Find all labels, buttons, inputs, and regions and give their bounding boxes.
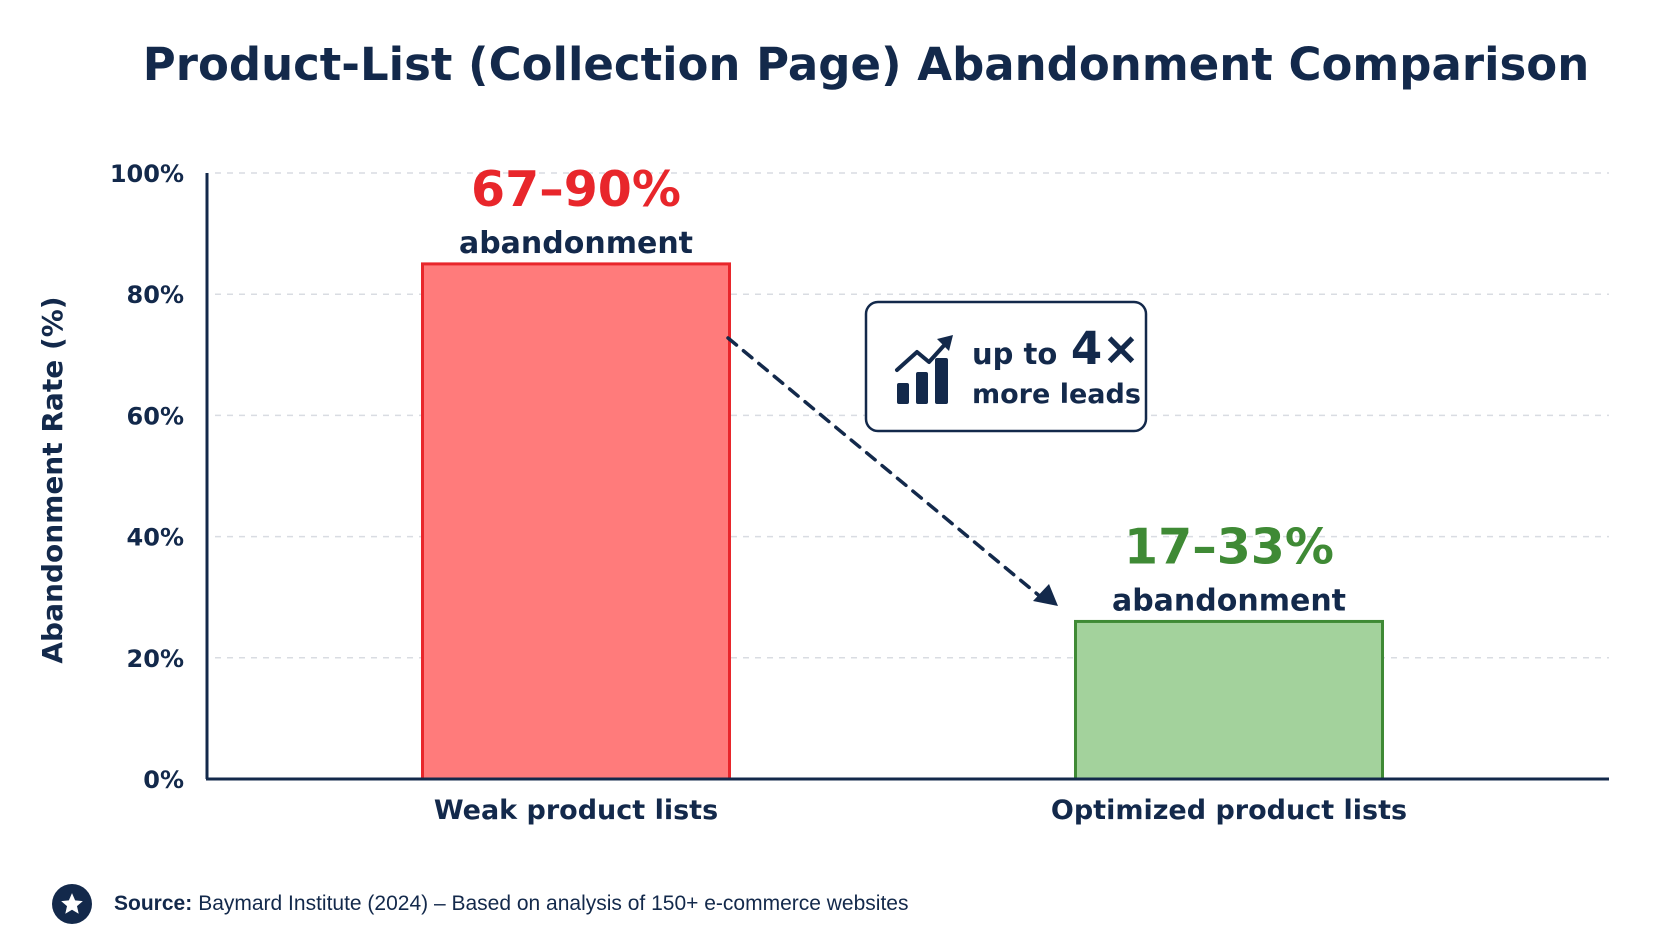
y-tick-label: 20% [127, 645, 184, 673]
y-tick-label: 40% [127, 524, 184, 552]
y-tick-label: 60% [127, 402, 184, 430]
bar-optimized-product-lists [1074, 619, 1384, 781]
trend-arrow [726, 336, 1058, 606]
x-tick-label-weak: Weak product lists [434, 795, 718, 826]
data-label-value-weak: 67–90% [471, 161, 681, 218]
star-icon [52, 884, 92, 924]
y-tick-label: 0% [143, 766, 184, 794]
chart-title: Product-List (Collection Page) Abandonme… [143, 38, 1589, 91]
bar-chart-trend-up-icon [895, 335, 953, 404]
y-axis-label: Abandonment Rate (%) [36, 296, 69, 663]
annotation-emphasis: 4× [1071, 322, 1140, 375]
annotation-prefix: up to [972, 337, 1057, 371]
data-label-value-optimized: 17–33% [1124, 518, 1334, 575]
source-label: Source: [114, 892, 193, 915]
annotation-line2: more leads [972, 379, 1141, 410]
source-note: Source: Baymard Institute (2024) – Based… [52, 884, 908, 924]
y-tick-label: 100% [110, 160, 184, 188]
arrow-head-icon [1033, 584, 1058, 606]
svg-text:up to 4×: up to 4× [972, 322, 1140, 375]
source-text: Baymard Institute (2024) – Based on anal… [198, 892, 909, 915]
bar-weak-product-lists [421, 262, 731, 781]
annotation-callout: up to 4× more leads [864, 300, 1148, 433]
y-axis-ticks: 0% 20% 40% 60% 80% 100% [110, 160, 184, 794]
x-tick-label-optimized: Optimized product lists [1051, 795, 1407, 826]
data-label-sub-weak: abandonment [459, 226, 693, 261]
data-label-sub-optimized: abandonment [1112, 583, 1346, 618]
y-tick-label: 80% [127, 281, 184, 309]
